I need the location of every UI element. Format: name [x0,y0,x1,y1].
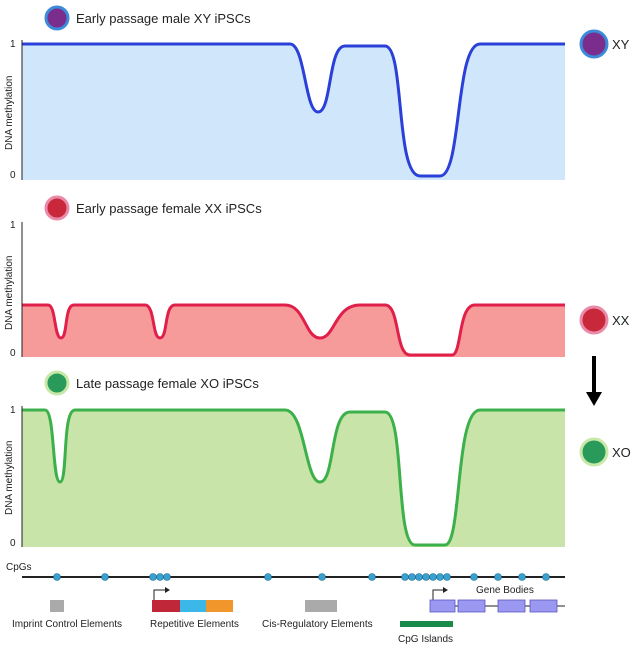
curve [22,408,565,547]
cpg-dot [518,573,526,581]
label: XX [612,313,630,328]
area [22,410,565,547]
track-label: CpGs [6,562,32,573]
legend-text: Cis-Regulatory Elements [262,619,373,630]
cpg-dot [436,573,444,581]
area [22,305,565,357]
cpg-dot [163,573,171,581]
legend-box [50,600,64,612]
cpg-dot [422,573,430,581]
cpg-dot [443,573,451,581]
y-max: 1 [10,220,16,231]
area [22,44,565,180]
arrow-head [586,392,602,406]
cpg-dot [401,573,409,581]
cpg-dot [408,573,416,581]
exon [429,599,456,613]
icon [579,305,609,335]
axis-label: DNA methylation [4,441,15,515]
cpg-dot [264,573,272,581]
icon [579,29,609,59]
tss-arrow [432,589,444,600]
y-max: 1 [10,39,16,50]
icon [44,195,70,221]
cpg-dot [156,573,164,581]
cpg-dot [368,573,376,581]
cpg-dot [429,573,437,581]
y-min: 0 [10,170,16,181]
cpg-dot [318,573,326,581]
panel-title: Early passage female XX iPSCs [76,201,262,216]
legend-text: Repetitive Elements [150,619,239,630]
legend-box [152,600,180,612]
icon [44,370,70,396]
exon [497,599,526,613]
curve [22,303,565,357]
curve [22,42,565,178]
tss-arrow [443,587,448,593]
legend-text: Gene Bodies [476,585,534,596]
icon [44,5,70,31]
exon [457,599,486,613]
legend-box [305,600,337,612]
tss-arrow [165,587,170,593]
cpg-dot [53,573,61,581]
icon [579,437,609,467]
cpg-dot [415,573,423,581]
y-min: 0 [10,348,16,359]
legend-text: Imprint Control Elements [12,619,122,630]
y-max: 1 [10,405,16,416]
cpg-dot [149,573,157,581]
legend-box [400,621,453,627]
legend-box [206,600,233,612]
legend-text: CpG Islands [398,634,453,645]
y-min: 0 [10,538,16,549]
label: XY [612,37,630,52]
panel-title: Early passage male XY iPSCs [76,11,251,26]
legend-box [180,600,206,612]
tss-arrow [153,589,166,600]
cpg-dot [542,573,550,581]
cpg-dot [101,573,109,581]
axis-label: DNA methylation [4,76,15,150]
axis-label: DNA methylation [4,256,15,330]
cpg-dot [494,573,502,581]
panel-title: Late passage female XO iPSCs [76,376,259,391]
exon [529,599,558,613]
label: XO [612,445,631,460]
cpg-dot [470,573,478,581]
